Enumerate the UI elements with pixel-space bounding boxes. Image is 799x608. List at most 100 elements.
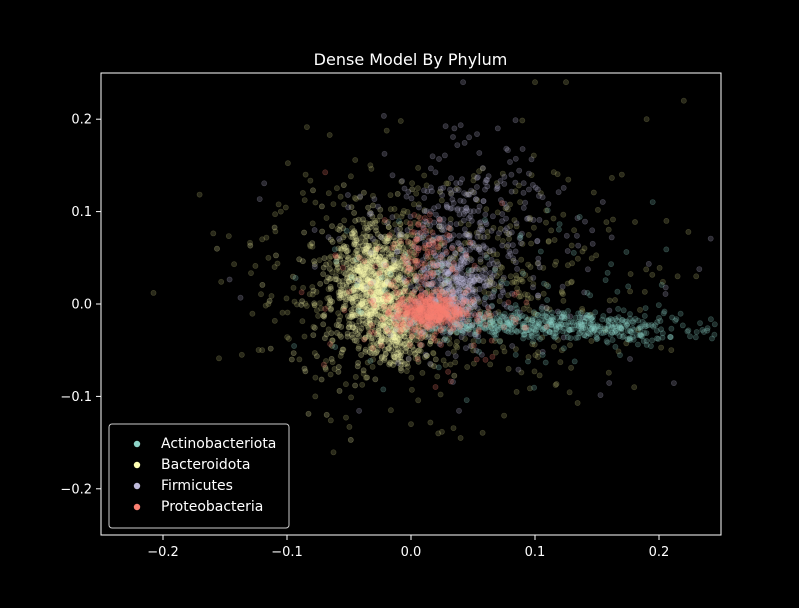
data-point-bacteroidota xyxy=(368,297,375,304)
data-point-bacteroidota xyxy=(397,240,404,247)
data-point-other xyxy=(311,302,318,308)
data-point-other xyxy=(468,343,475,349)
data-point-other xyxy=(348,394,354,401)
data-point-other xyxy=(403,280,410,287)
data-point-proteobacteria xyxy=(322,305,329,312)
data-point-other xyxy=(388,271,395,278)
data-point-bacteroidota xyxy=(346,278,352,285)
data-point-firmicutes xyxy=(445,350,451,357)
data-point-bacteroidota xyxy=(361,304,368,310)
data-point-other xyxy=(436,299,443,306)
data-point-proteobacteria xyxy=(402,301,409,308)
data-point-other xyxy=(430,349,436,356)
data-point-other xyxy=(357,194,363,201)
data-point-bacteroidota xyxy=(362,285,369,292)
data-point-proteobacteria xyxy=(418,342,425,348)
data-point-other xyxy=(421,261,428,268)
data-point-bacteroidota xyxy=(352,230,358,236)
data-point-firmicutes xyxy=(432,211,439,218)
data-point-proteobacteria xyxy=(450,260,457,267)
data-point-other xyxy=(400,295,407,302)
data-point-bacteroidota xyxy=(357,283,363,290)
data-point-bacteroidota xyxy=(355,267,361,274)
data-point-other xyxy=(398,265,404,272)
data-point-firmicutes xyxy=(530,181,536,188)
data-point-other xyxy=(635,326,641,333)
data-point-other xyxy=(433,302,440,309)
y-tick-label: 0.2 xyxy=(71,113,92,128)
data-point-firmicutes xyxy=(394,248,401,255)
data-point-other xyxy=(312,199,319,206)
data-point-bacteroidota xyxy=(358,275,365,281)
data-point-other xyxy=(384,274,391,281)
data-point-bacteroidota xyxy=(372,224,379,231)
data-point-firmicutes xyxy=(476,203,483,210)
data-point-proteobacteria xyxy=(407,220,413,227)
data-point-other xyxy=(499,170,506,177)
data-point-other xyxy=(364,359,371,366)
data-point-other xyxy=(462,335,468,342)
data-point-other xyxy=(435,294,442,301)
data-point-actinobacteriota xyxy=(588,325,595,332)
data-point-bacteroidota xyxy=(378,288,384,295)
data-point-bacteroidota xyxy=(343,281,350,288)
data-point-bacteroidota xyxy=(391,296,398,302)
data-point-firmicutes xyxy=(477,249,484,255)
data-point-bacteroidota xyxy=(375,285,382,292)
data-point-bacteroidota xyxy=(381,283,388,289)
data-point-other xyxy=(649,271,656,278)
data-point-other xyxy=(425,281,431,287)
data-point-bacteroidota xyxy=(321,255,328,261)
data-point-other xyxy=(546,306,553,313)
data-point-actinobacteriota xyxy=(697,320,703,326)
data-point-bacteroidota xyxy=(368,277,374,284)
data-point-other xyxy=(391,263,397,270)
data-point-bacteroidota xyxy=(338,245,344,252)
data-point-proteobacteria xyxy=(409,307,416,314)
data-point-bacteroidota xyxy=(383,263,390,270)
data-point-bacteroidota xyxy=(372,270,379,277)
data-point-other xyxy=(313,307,320,314)
data-point-other xyxy=(487,361,494,368)
data-point-other xyxy=(347,173,354,180)
data-point-other xyxy=(427,419,434,426)
data-point-firmicutes xyxy=(671,380,677,386)
data-point-firmicutes xyxy=(474,273,480,280)
data-point-bacteroidota xyxy=(388,294,395,300)
data-point-other xyxy=(618,171,625,178)
data-point-proteobacteria xyxy=(418,229,424,236)
data-point-bacteroidota xyxy=(361,271,367,277)
data-point-actinobacteriota xyxy=(560,321,567,328)
data-point-firmicutes xyxy=(662,291,669,297)
data-point-firmicutes xyxy=(395,360,401,366)
data-point-other xyxy=(316,257,323,263)
data-point-bacteroidota xyxy=(362,298,369,305)
data-point-proteobacteria xyxy=(332,252,339,259)
data-point-bacteroidota xyxy=(334,329,340,336)
data-point-other xyxy=(403,268,410,275)
data-point-proteobacteria xyxy=(438,341,444,348)
data-point-other xyxy=(448,290,454,296)
data-point-other xyxy=(472,286,479,293)
data-point-other xyxy=(425,331,432,338)
data-point-other xyxy=(516,276,523,283)
data-point-other xyxy=(284,334,291,340)
data-point-firmicutes xyxy=(449,205,455,211)
data-point-firmicutes xyxy=(456,232,463,239)
data-point-bacteroidota xyxy=(343,283,350,290)
data-point-firmicutes xyxy=(448,175,454,182)
data-point-firmicutes xyxy=(627,356,633,362)
data-point-bacteroidota xyxy=(395,307,402,314)
data-point-other xyxy=(506,230,513,237)
data-point-actinobacteriota xyxy=(561,314,568,321)
data-point-other xyxy=(389,229,395,236)
data-point-firmicutes xyxy=(357,193,363,200)
data-point-other xyxy=(459,298,466,304)
data-point-other xyxy=(524,291,531,298)
data-point-bacteroidota xyxy=(376,282,383,288)
data-point-other xyxy=(249,310,256,317)
data-point-proteobacteria xyxy=(543,323,550,330)
data-point-other xyxy=(225,233,232,239)
data-point-other xyxy=(448,190,454,196)
data-point-bacteroidota xyxy=(361,265,368,272)
